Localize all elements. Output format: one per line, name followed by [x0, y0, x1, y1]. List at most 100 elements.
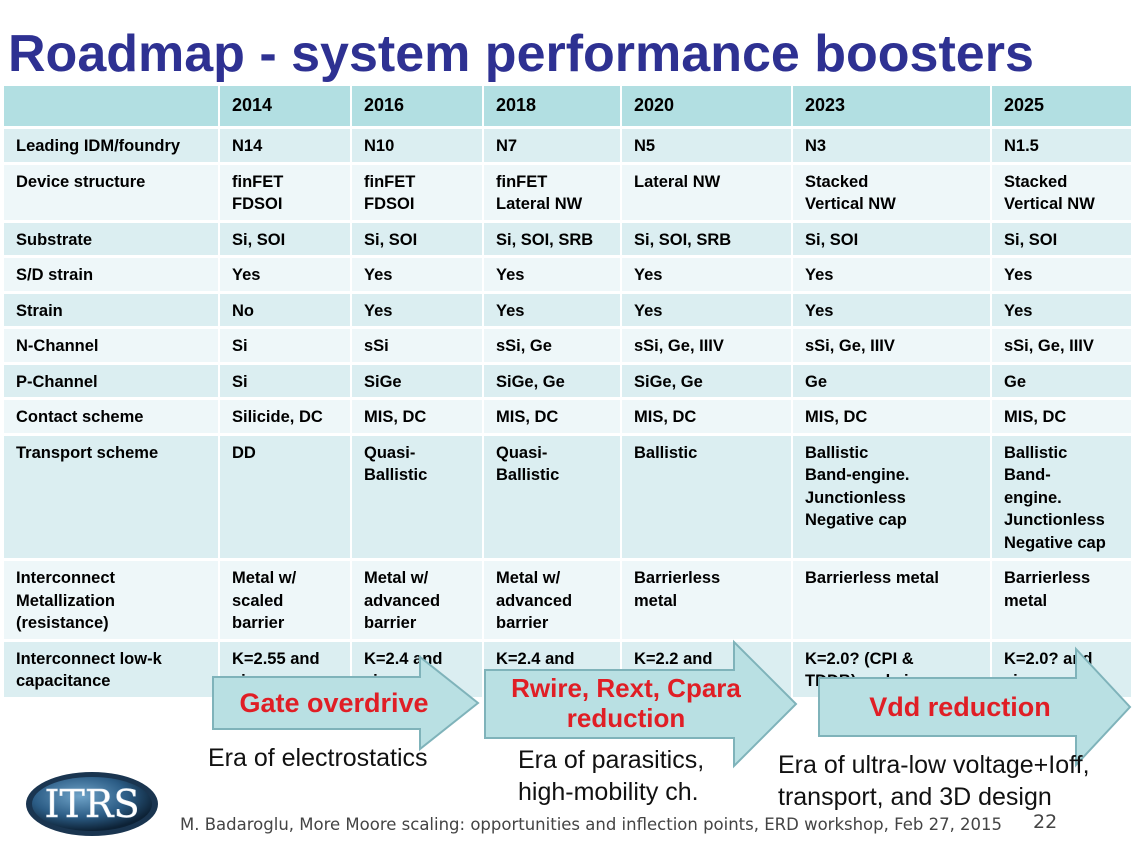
table-cell: Quasi- Ballistic — [352, 435, 484, 561]
table-cell: sSi, Ge, IIIV — [793, 329, 992, 365]
table-row: Leading IDM/foundry N14 N10 N7 N5 N3 N1.5 — [4, 129, 1133, 165]
table-cell: sSi, Ge, IIIV — [622, 329, 793, 365]
table-cell: Yes — [992, 258, 1133, 294]
table-cell: Si, SOI, SRB — [484, 222, 622, 258]
table-cell: Ballistic — [622, 435, 793, 561]
table-cell: Si, SOI — [793, 222, 992, 258]
table-cell: N1.5 — [992, 129, 1133, 165]
table-cell: Si — [220, 364, 352, 400]
table-cell: Silicide, DC — [220, 400, 352, 436]
table-cell: N14 — [220, 129, 352, 165]
table-cell: MIS, DC — [352, 400, 484, 436]
table-cell: Quasi- Ballistic — [484, 435, 622, 561]
row-label: S/D strain — [4, 258, 220, 294]
row-label: Interconnect Metallization (resistance) — [4, 561, 220, 642]
arrow-label: Gate overdrive — [239, 688, 429, 718]
table-row: Interconnect Metallization (resistance) M… — [4, 561, 1133, 642]
year-header: 2025 — [992, 86, 1133, 129]
year-header: 2020 — [622, 86, 793, 129]
table-cell: Si, SOI — [352, 222, 484, 258]
era-caption: Era of parasitics, high-mobility ch. — [518, 746, 705, 806]
slide-title: Roadmap - system performance boosters — [8, 25, 1034, 83]
arrow-right-icon — [484, 639, 798, 769]
row-label: Interconnect low-k capacitance — [4, 641, 220, 700]
table-cell: Metal w/ advanced barrier — [484, 561, 622, 642]
table-cell: Yes — [622, 293, 793, 329]
table-row: N-Channel Si sSi sSi, Ge sSi, Ge, IIIV sSi, G… — [4, 329, 1133, 365]
table-cell: Yes — [793, 258, 992, 294]
footer-citation: M. Badaroglu, More Moore scaling: opport… — [180, 815, 1003, 834]
era-caption: Era of ultra-low voltage+Ioff, transport… — [778, 751, 1090, 811]
row-label: Leading IDM/foundry — [4, 129, 220, 165]
table-cell: finFET FDSOI — [352, 164, 484, 223]
table-row: Transport scheme DD Quasi- Ballistic Quasi-… — [4, 435, 1133, 561]
table-cell: Yes — [352, 293, 484, 329]
roadmap-table: 2014 2016 2018 2020 2023 2025 Leading ID… — [4, 86, 1133, 700]
table-cell: Yes — [484, 293, 622, 329]
table-row: Contact scheme Silicide, DC MIS, DC MIS, DC… — [4, 400, 1133, 436]
table-cell: Yes — [992, 293, 1133, 329]
table-cell: Yes — [622, 258, 793, 294]
table-cell: sSi, Ge — [484, 329, 622, 365]
table-cell: SiGe, Ge — [622, 364, 793, 400]
table-row: S/D strain Yes Yes Yes Yes Yes Yes — [4, 258, 1133, 294]
year-header-row: 2014 2016 2018 2020 2023 2025 — [4, 86, 1133, 129]
table-cell: MIS, DC — [484, 400, 622, 436]
table-cell: N5 — [622, 129, 793, 165]
page-number: 22 — [1033, 811, 1058, 833]
table-cell: Si — [220, 329, 352, 365]
year-header: 2023 — [793, 86, 992, 129]
table-cell: SiGe — [352, 364, 484, 400]
table-cell: Lateral NW — [622, 164, 793, 223]
row-label: Device structure — [4, 164, 220, 223]
table-cell: Si, SOI, SRB — [622, 222, 793, 258]
table-cell: Metal w/ scaled barrier — [220, 561, 352, 642]
arrow-label: Rwire, Rext, Cpara reduction — [511, 673, 741, 733]
arrow-label: Vdd reduction — [869, 692, 1051, 722]
table-cell: DD — [220, 435, 352, 561]
table-cell: N7 — [484, 129, 622, 165]
row-label: Transport scheme — [4, 435, 220, 561]
row-label: Contact scheme — [4, 400, 220, 436]
table-cell: MIS, DC — [992, 400, 1133, 436]
year-header: 2018 — [484, 86, 622, 129]
table-cell: MIS, DC — [622, 400, 793, 436]
table-cell: Yes — [484, 258, 622, 294]
table-row: Device structure finFET FDSOI finFET FDSOI… — [4, 164, 1133, 223]
year-header: 2014 — [220, 86, 352, 129]
table-row: Substrate Si, SOI Si, SOI Si, SOI, SRB Si, S… — [4, 222, 1133, 258]
table-cell: finFET Lateral NW — [484, 164, 622, 223]
table-cell: Ge — [992, 364, 1133, 400]
table-cell: Metal w/ advanced barrier — [352, 561, 484, 642]
table-cell: sSi, Ge, IIIV — [992, 329, 1133, 365]
arrow-right-icon — [818, 646, 1132, 768]
table-cell: Yes — [220, 258, 352, 294]
svg-text:ITRS: ITRS — [45, 782, 140, 826]
table-cell: Yes — [793, 293, 992, 329]
table-cell: Ballistic Band-engine. Junctionless Nega… — [793, 435, 992, 561]
table-cell: Ballistic Band- engine. Junctionless Neg… — [992, 435, 1133, 561]
year-header: 2016 — [352, 86, 484, 129]
table-cell: Stacked Vertical NW — [992, 164, 1133, 223]
arrow-right-icon — [212, 654, 480, 752]
table-cell: finFET FDSOI — [220, 164, 352, 223]
table-cell: N10 — [352, 129, 484, 165]
table-cell: Stacked Vertical NW — [793, 164, 992, 223]
gate-overdrive-arrow: Gate overdrive — [212, 654, 480, 752]
vdd-reduction-arrow: Vdd reduction — [818, 646, 1132, 768]
table-cell: Yes — [352, 258, 484, 294]
table-cell: Barrierless metal — [793, 561, 992, 642]
era-caption: Era of electrostatics — [208, 744, 428, 772]
table-cell: Ge — [793, 364, 992, 400]
table-cell: SiGe, Ge — [484, 364, 622, 400]
table-row: P-Channel Si SiGe SiGe, Ge SiGe, Ge Ge Ge — [4, 364, 1133, 400]
table-cell: MIS, DC — [793, 400, 992, 436]
table-cell: sSi — [352, 329, 484, 365]
itrs-logo: ITRS — [24, 770, 160, 838]
table-cell: No — [220, 293, 352, 329]
table-cell: Si, SOI — [992, 222, 1133, 258]
table-cell: Si, SOI — [220, 222, 352, 258]
parasitics-arrow: Rwire, Rext, Cpara reduction — [484, 639, 798, 769]
row-label: Strain — [4, 293, 220, 329]
row-label: N-Channel — [4, 329, 220, 365]
